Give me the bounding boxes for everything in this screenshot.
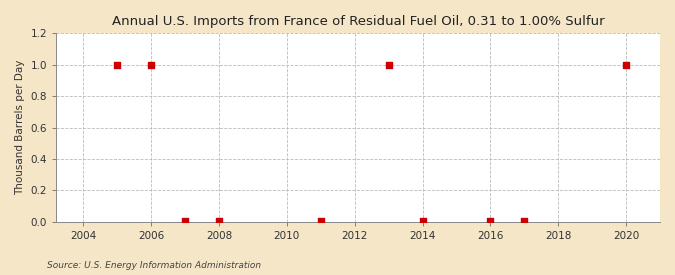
Point: [213, 219, 224, 224]
Point: [485, 219, 496, 224]
Point: [417, 219, 428, 224]
Title: Annual U.S. Imports from France of Residual Fuel Oil, 0.31 to 1.00% Sulfur: Annual U.S. Imports from France of Resid…: [112, 15, 604, 28]
Y-axis label: Thousand Barrels per Day: Thousand Barrels per Day: [15, 60, 25, 195]
Text: Source: U.S. Energy Information Administration: Source: U.S. Energy Information Administ…: [47, 260, 261, 270]
Point: [315, 219, 326, 224]
Point: [112, 62, 123, 67]
Point: [519, 219, 530, 224]
Point: [383, 62, 394, 67]
Point: [146, 62, 157, 67]
Point: [180, 219, 190, 224]
Point: [621, 62, 632, 67]
